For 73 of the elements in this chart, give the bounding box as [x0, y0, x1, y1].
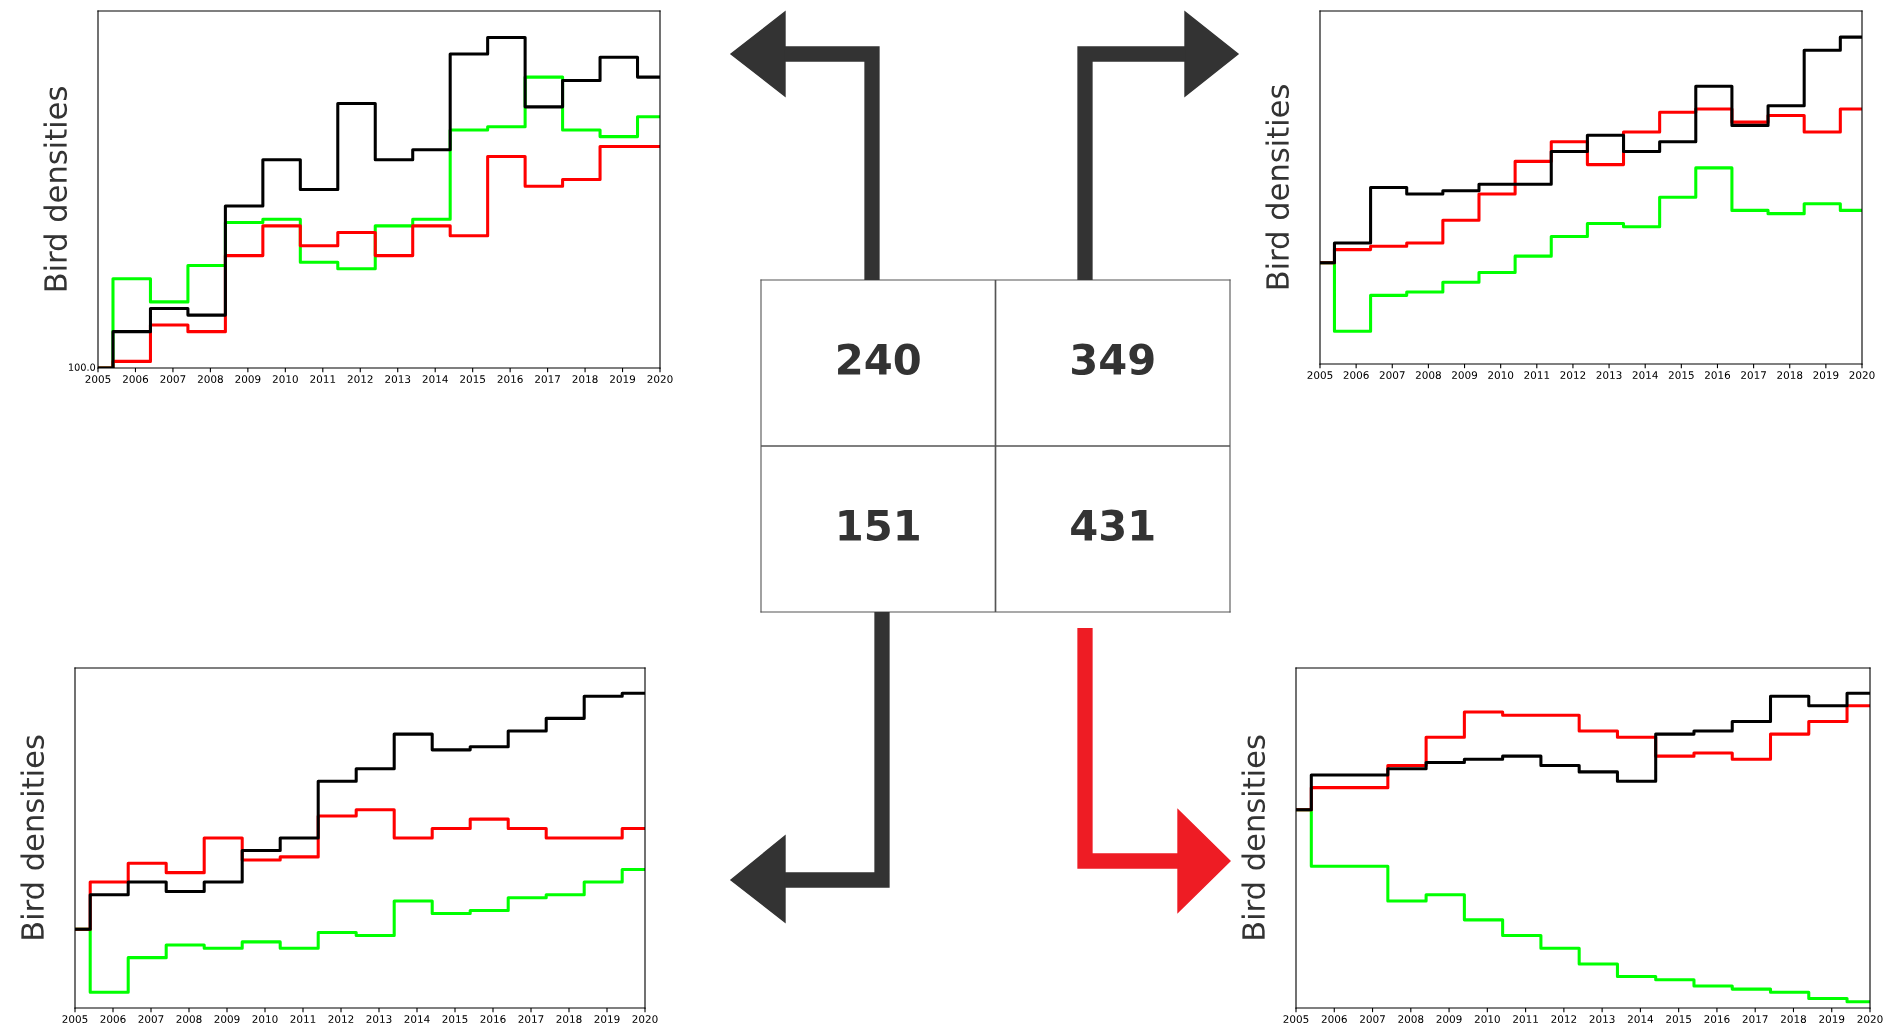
- x-tick-label: 2005: [1283, 1015, 1309, 1024]
- x-tick-label: 2005: [1307, 371, 1333, 380]
- x-tick-label: 2015: [1666, 1015, 1692, 1024]
- x-tick-label: 2011: [290, 1015, 316, 1024]
- x-tick-label: 2010: [1488, 371, 1514, 380]
- x-tick-label: 2014: [1627, 1015, 1654, 1024]
- x-tick-label: 2017: [535, 375, 560, 384]
- x-tick-label: 2007: [1379, 371, 1405, 380]
- x-tick-label: 2011: [1513, 1015, 1538, 1024]
- x-tick-label: 2015: [1668, 371, 1694, 380]
- x-tick-label: 2007: [160, 375, 186, 384]
- x-tick-label: 2020: [647, 375, 673, 384]
- text: 431: [1071, 509, 1154, 542]
- x-tick-label: 2016: [1704, 1015, 1730, 1024]
- text: 349: [1072, 343, 1154, 376]
- x-tick-label: 2017: [1741, 371, 1766, 380]
- text: 151: [839, 510, 919, 542]
- x-tick-label: 2020: [1849, 371, 1875, 380]
- x-tick-label: 2007: [1360, 1015, 1385, 1024]
- x-tick-label: 2013: [1589, 1015, 1615, 1024]
- x-tick-label: 2006: [122, 375, 149, 384]
- x-tick-label: 2017: [518, 1015, 544, 1024]
- y-axis-title: Bird densities: [1265, 85, 1290, 289]
- x-tick-label: 2009: [1436, 1015, 1462, 1024]
- x-tick-label: 2011: [1524, 371, 1550, 380]
- x-tick-label: 2015: [442, 1015, 468, 1024]
- x-tick-label: 2006: [1321, 1015, 1347, 1024]
- x-tick-label: 2009: [1452, 371, 1478, 380]
- x-tick-label: 2010: [272, 375, 298, 384]
- text: 100.0: [68, 363, 96, 371]
- x-tick-label: 2012: [1560, 371, 1586, 380]
- x-tick-label: 2014: [1632, 371, 1658, 380]
- x-tick-label: 2013: [385, 375, 411, 384]
- x-tick-label: 2008: [176, 1015, 202, 1024]
- x-tick-label: 2005: [85, 375, 111, 384]
- x-tick-label: 2016: [1704, 371, 1731, 380]
- x-tick-label: 2015: [460, 375, 486, 384]
- x-tick-label: 2019: [1813, 371, 1839, 380]
- x-tick-label: 2008: [1398, 1015, 1424, 1024]
- x-tick-label: 2005: [62, 1015, 88, 1024]
- x-tick-label: 2019: [594, 1015, 620, 1024]
- x-tick-label: 2018: [1777, 371, 1803, 380]
- x-tick-label: 2007: [138, 1015, 164, 1024]
- x-tick-label: 2008: [1415, 371, 1441, 380]
- x-tick-label: 2020: [1857, 1015, 1883, 1024]
- y-axis-title: Bird densities: [20, 735, 45, 939]
- y-axis-title: Bird densities: [1241, 735, 1266, 939]
- x-tick-label: 2017: [1742, 1015, 1768, 1024]
- x-tick-label: 2019: [1819, 1015, 1845, 1024]
- x-tick-label: 2020: [632, 1015, 658, 1024]
- x-tick-label: 2006: [1343, 371, 1369, 380]
- x-tick-label: 2011: [310, 375, 336, 384]
- x-tick-label: 2012: [328, 1015, 354, 1024]
- x-tick-label: 2014: [404, 1015, 430, 1024]
- x-tick-label: 2006: [100, 1015, 126, 1024]
- x-tick-label: 2014: [422, 375, 448, 384]
- y-axis-title: Bird densities: [43, 87, 68, 291]
- x-tick-label: 2013: [366, 1015, 392, 1024]
- x-tick-label: 2010: [1474, 1015, 1500, 1024]
- x-tick-label: 2018: [556, 1015, 582, 1024]
- x-tick-label: 2012: [1551, 1015, 1577, 1024]
- x-tick-label: 2009: [235, 375, 261, 384]
- x-tick-label: 2012: [347, 375, 373, 384]
- x-tick-label: 2016: [497, 375, 523, 384]
- x-tick-label: 2013: [1596, 371, 1622, 380]
- x-tick-label: 2008: [197, 375, 223, 384]
- x-tick-label: 2016: [480, 1015, 506, 1024]
- x-tick-label: 2018: [1780, 1015, 1807, 1024]
- x-tick-label: 2018: [572, 375, 598, 384]
- x-tick-label: 2009: [214, 1015, 240, 1024]
- x-tick-label: 2010: [252, 1015, 278, 1024]
- text: 240: [838, 343, 920, 376]
- x-tick-label: 2019: [610, 375, 636, 384]
